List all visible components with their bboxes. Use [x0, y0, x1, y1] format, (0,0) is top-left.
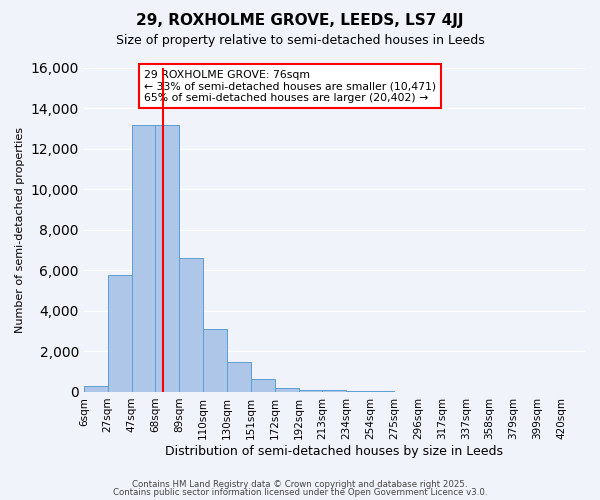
Bar — [203, 329, 227, 392]
Bar — [346, 390, 370, 392]
Bar — [131, 124, 155, 392]
Bar — [179, 258, 203, 392]
Text: 29 ROXHOLME GROVE: 76sqm
← 33% of semi-detached houses are smaller (10,471)
65% : 29 ROXHOLME GROVE: 76sqm ← 33% of semi-d… — [144, 70, 436, 103]
X-axis label: Distribution of semi-detached houses by size in Leeds: Distribution of semi-detached houses by … — [166, 444, 503, 458]
Bar — [227, 362, 251, 392]
Bar — [84, 386, 107, 392]
Bar — [251, 380, 275, 392]
Text: 29, ROXHOLME GROVE, LEEDS, LS7 4JJ: 29, ROXHOLME GROVE, LEEDS, LS7 4JJ — [136, 12, 464, 28]
Text: Contains HM Land Registry data © Crown copyright and database right 2025.: Contains HM Land Registry data © Crown c… — [132, 480, 468, 489]
Bar — [322, 390, 346, 392]
Bar — [155, 124, 179, 392]
Text: Size of property relative to semi-detached houses in Leeds: Size of property relative to semi-detach… — [116, 34, 484, 47]
Bar — [107, 274, 131, 392]
Y-axis label: Number of semi-detached properties: Number of semi-detached properties — [15, 127, 25, 333]
Text: Contains public sector information licensed under the Open Government Licence v3: Contains public sector information licen… — [113, 488, 487, 497]
Bar — [299, 390, 322, 392]
Bar — [275, 388, 299, 392]
